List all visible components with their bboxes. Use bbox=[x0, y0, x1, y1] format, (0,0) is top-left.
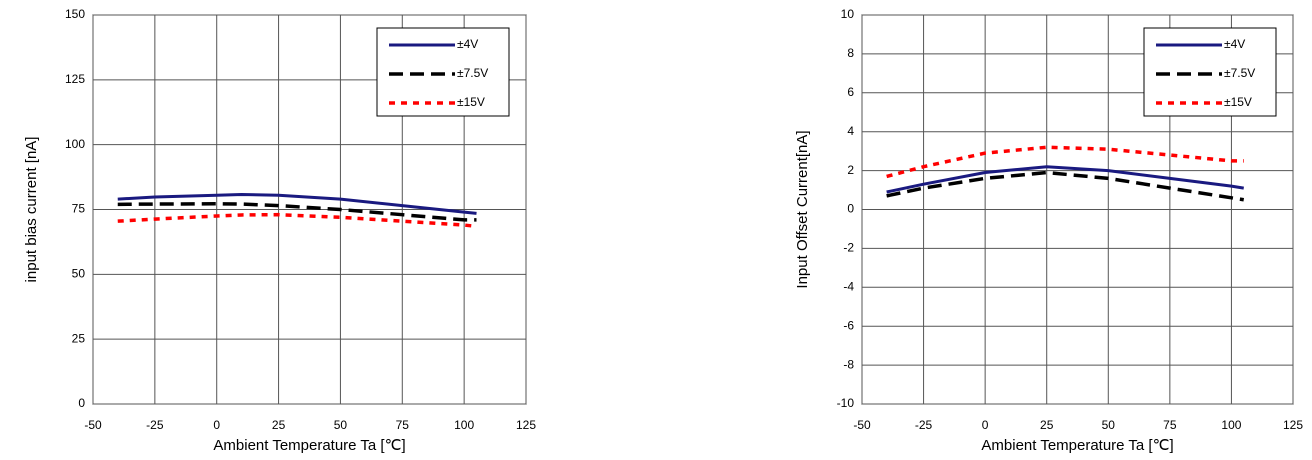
x-tick-label: 0 bbox=[213, 418, 220, 432]
y-axis-title: Input Offset Current[nA] bbox=[794, 130, 811, 288]
legend-label: ±4V bbox=[1224, 37, 1245, 51]
legend-label: ±15V bbox=[1224, 95, 1252, 109]
series-line bbox=[886, 165, 1244, 194]
x-tick-label: 25 bbox=[1040, 418, 1054, 432]
y-tick-label: 2 bbox=[847, 163, 854, 177]
legend: ±4V ±7.5V ±15V bbox=[1143, 27, 1277, 117]
chart: -10 -8 -6 -4 -2 0 2 4 6 8 10 -50 -25 0 25 50 75 100 125 Amb… bbox=[794, 7, 1303, 454]
x-tick-label: 100 bbox=[454, 418, 474, 432]
legend-label: ±7.5V bbox=[457, 66, 488, 80]
series-line bbox=[886, 170, 1245, 202]
y-tick-label: 100 bbox=[65, 137, 85, 151]
series-line bbox=[886, 145, 1244, 179]
y-tick-label: 8 bbox=[847, 46, 854, 60]
y-tick-label: -2 bbox=[843, 241, 854, 255]
x-tick-label: 100 bbox=[1221, 418, 1241, 432]
x-tick-label: 25 bbox=[272, 418, 286, 432]
y-tick-label: -6 bbox=[843, 318, 854, 332]
legend: ±4V ±7.5V ±15V bbox=[376, 27, 510, 117]
series-line bbox=[117, 202, 477, 222]
series-line bbox=[117, 212, 477, 229]
series-line bbox=[117, 192, 477, 215]
y-tick-label: 125 bbox=[65, 72, 85, 86]
x-tick-label: 50 bbox=[1102, 418, 1116, 432]
x-tick-label: 75 bbox=[396, 418, 410, 432]
y-tick-label: 150 bbox=[65, 7, 85, 21]
y-tick-label: 25 bbox=[72, 331, 86, 345]
y-tick-label: 75 bbox=[72, 202, 86, 216]
x-tick-label: -50 bbox=[84, 418, 102, 432]
x-axis-title: Ambient Temperature Ta [℃] bbox=[213, 437, 405, 454]
y-tick-label: 50 bbox=[72, 267, 86, 281]
y-tick-label: -10 bbox=[837, 396, 855, 410]
legend-label: ±7.5V bbox=[1224, 66, 1255, 80]
y-tick-label: 0 bbox=[847, 202, 854, 216]
x-tick-label: 125 bbox=[1283, 418, 1303, 432]
x-tick-label: 0 bbox=[982, 418, 989, 432]
y-tick-label: 0 bbox=[78, 396, 85, 410]
x-tick-label: -25 bbox=[146, 418, 164, 432]
x-tick-label: 75 bbox=[1163, 418, 1177, 432]
y-tick-label: -8 bbox=[843, 357, 854, 371]
x-tick-label: 125 bbox=[516, 418, 536, 432]
y-axis-title: input bias current [nA] bbox=[23, 137, 40, 283]
x-tick-label: 50 bbox=[334, 418, 348, 432]
x-axis-title: Ambient Temperature Ta [℃] bbox=[981, 437, 1173, 454]
y-tick-label: 10 bbox=[841, 7, 855, 21]
legend-label: ±15V bbox=[457, 95, 485, 109]
y-tick-label: -4 bbox=[843, 279, 854, 293]
y-tick-label: 4 bbox=[847, 124, 854, 138]
chart: 0 25 50 75 100 125 150 -50 -25 0 25 50 75 100 125 Ambie… bbox=[23, 7, 536, 454]
x-tick-label: -25 bbox=[915, 418, 933, 432]
x-tick-label: -50 bbox=[853, 418, 871, 432]
legend-label: ±4V bbox=[457, 37, 478, 51]
y-tick-label: 6 bbox=[847, 85, 854, 99]
